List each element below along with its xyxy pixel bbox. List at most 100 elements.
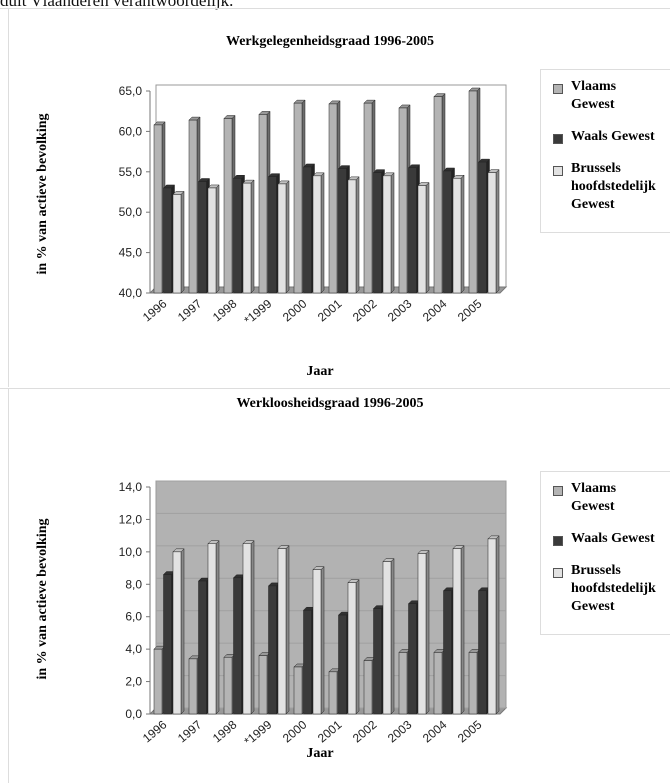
bar: [468, 90, 478, 294]
legend-item: Vlaams Gewest: [541, 480, 656, 516]
bar: [188, 119, 198, 294]
x-tick-label: 1997: [175, 717, 205, 745]
legend-swatch: [553, 84, 563, 94]
x-tick-label: 2004: [420, 296, 450, 324]
x-tick-label: 2000: [280, 296, 310, 324]
legend-item: Brussels hoofdstedelijk Gewest: [541, 160, 656, 214]
x-tick-label: 2005: [455, 717, 485, 745]
x-tick-label: 2001: [315, 296, 345, 324]
y-axis-label: in % van actieve bevolking: [35, 518, 50, 679]
bar: [338, 168, 347, 294]
bar-side: [215, 184, 220, 294]
legend-item: Waals Gewest: [541, 128, 656, 146]
bar: [163, 187, 172, 294]
x-tick-label: 1997: [175, 296, 205, 324]
bar-side: [390, 557, 395, 715]
bar: [347, 582, 357, 715]
bar: [487, 538, 497, 715]
y-tick-label: 60,0: [119, 124, 143, 138]
bar: [417, 185, 427, 294]
bar: [408, 167, 417, 294]
bar: [223, 118, 233, 294]
y-tick-label: 10,0: [119, 545, 143, 559]
legend-swatch: [553, 536, 563, 546]
bar: [268, 176, 277, 294]
bar: [408, 603, 417, 715]
legend-swatch: [553, 166, 563, 176]
y-axis-label: in % van actieve bevolking: [35, 113, 50, 274]
bar: [268, 585, 277, 715]
bar: [242, 182, 252, 294]
legend-swatch: [553, 486, 563, 496]
bar: [258, 655, 268, 715]
bar: [242, 543, 252, 715]
y-tick-label: 4,0: [125, 642, 142, 656]
bar: [258, 114, 268, 294]
bar: [207, 187, 217, 294]
y-tick-label: 45,0: [119, 246, 143, 260]
x-tick-label: *1999: [241, 717, 274, 748]
bar: [207, 543, 217, 715]
chart: Werkgelegenheidsgraad 1996-2005 Jaar in % …: [0, 8, 670, 387]
bar: [198, 580, 207, 715]
bar: [478, 590, 487, 715]
bar: [153, 124, 163, 294]
y-tick-label: 8,0: [125, 577, 142, 591]
y-tick-label: 40,0: [119, 286, 143, 300]
bar-side: [495, 169, 500, 294]
bar: [303, 166, 312, 294]
bar: [198, 181, 207, 294]
bar: [223, 657, 233, 715]
bar: [293, 666, 303, 715]
bar: [443, 590, 452, 715]
y-tick-label: 2,0: [125, 675, 142, 689]
bar-side: [320, 172, 325, 294]
bar: [293, 102, 303, 294]
bar: [338, 614, 347, 715]
bar: [478, 161, 487, 294]
legend-label: Brussels hoofdstedelijk Gewest: [571, 563, 656, 614]
x-tick-label: 1996: [140, 717, 170, 745]
legend: Vlaams Gewest Waals Gewest Brussels hoofds…: [540, 69, 670, 233]
bar-side: [390, 172, 395, 294]
legend-label: Vlaams Gewest: [571, 481, 617, 514]
bar: [277, 183, 287, 294]
bar: [233, 178, 242, 294]
bar-side: [495, 535, 500, 715]
bar: [398, 107, 408, 294]
bar: [443, 170, 452, 294]
frame: [8, 9, 9, 387]
bar-side: [285, 180, 290, 294]
bar: [363, 660, 373, 715]
chart-title: Werkloosheidsgraad 1996-2005: [236, 396, 423, 411]
y-tick-label: 0,0: [125, 707, 142, 721]
bar-side: [180, 190, 185, 294]
bar: [363, 102, 373, 294]
bar: [163, 574, 172, 715]
bar: [153, 648, 163, 715]
x-tick-label: 2002: [350, 296, 380, 324]
bar-side: [425, 181, 430, 294]
bar: [303, 609, 312, 715]
bar-side: [215, 540, 220, 715]
header-text: dult Vlaanderen verantwoordelijk.: [0, 0, 234, 10]
bar: [188, 658, 198, 715]
bar: [382, 175, 392, 294]
x-tick-label: 2005: [455, 296, 485, 324]
bar: [398, 652, 408, 715]
x-tick-label: 2003: [385, 296, 415, 324]
bar: [373, 608, 382, 715]
x-tick-label: 1998: [210, 296, 240, 324]
chart: Werkloosheidsgraad 1996-2005 Jaar in % van…: [0, 388, 670, 783]
bar-side: [460, 545, 465, 715]
bar: [468, 652, 478, 715]
legend-label: Vlaams Gewest: [571, 79, 617, 112]
x-tick-label: *1999: [241, 296, 274, 327]
chart-title: Werkgelegenheidsgraad 1996-2005: [226, 34, 434, 49]
bar: [452, 178, 462, 294]
bar-side: [355, 176, 360, 294]
bar: [172, 194, 182, 294]
bar-side: [180, 548, 185, 715]
bar: [328, 103, 338, 294]
bar-side: [250, 540, 255, 715]
